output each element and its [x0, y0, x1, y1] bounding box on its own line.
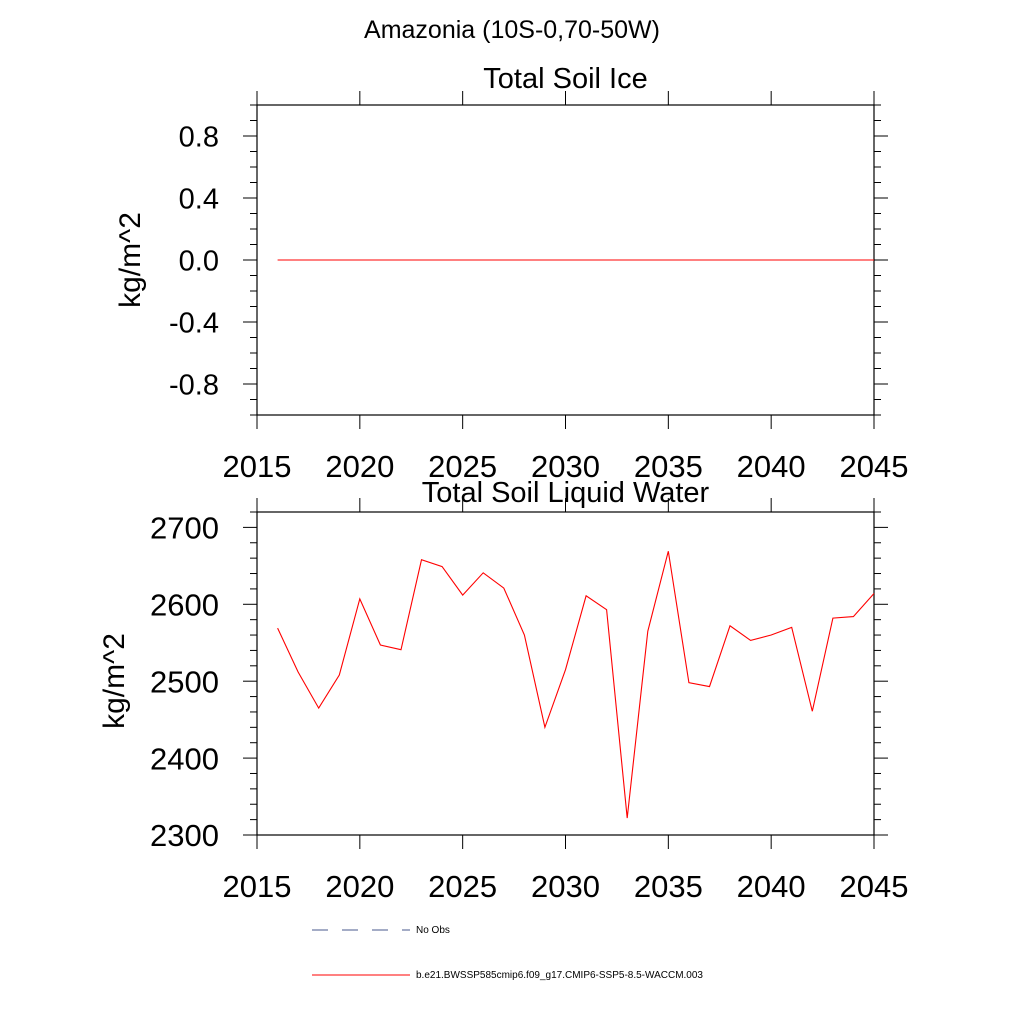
- y-tick-label: 2300: [150, 818, 219, 853]
- x-tick-label: 2040: [737, 869, 806, 904]
- y-tick-label: 2500: [150, 664, 219, 699]
- y-tick-label: 0.4: [179, 183, 219, 215]
- x-tick-label: 2025: [428, 869, 497, 904]
- y-tick-label: 2700: [150, 511, 219, 546]
- x-tick-label: 2045: [840, 449, 909, 484]
- x-tick-label: 2020: [325, 449, 394, 484]
- legend: No Obs b.e21.BWSSP585cmip6.f09_g17.CMIP6-…: [312, 925, 703, 981]
- legend-label-no-obs: No Obs: [416, 925, 450, 936]
- chart-panel-1: Total Soil Ice 2015 2020 2025 2030 2035 2040 20…: [114, 63, 908, 484]
- plot-frame: [256, 511, 875, 836]
- x-tick-label: 2020: [325, 869, 394, 904]
- y-axis-label: kg/m^2: [98, 633, 131, 729]
- chart-title: Total Soil Ice: [483, 63, 647, 95]
- x-tick-label: 2035: [634, 449, 703, 484]
- x-tick-label: 2030: [531, 869, 600, 904]
- legend-label-model: b.e21.BWSSP585cmip6.f09_g17.CMIP6-SSP5-8…: [416, 970, 703, 981]
- x-tick-label: 2030: [531, 449, 600, 484]
- y-tick-label: -0.8: [169, 369, 219, 401]
- y-tick-label: 0.0: [179, 245, 219, 277]
- y-tick-label: 2600: [150, 587, 219, 622]
- x-tick-label: 2045: [840, 869, 909, 904]
- series-line: [277, 551, 875, 819]
- x-tick-label: 2025: [428, 449, 497, 484]
- x-tick-label: 2035: [634, 869, 703, 904]
- x-tick-label: 2015: [223, 449, 292, 484]
- y-tick-label: -0.4: [169, 307, 219, 339]
- y-tick-label: 0.8: [179, 121, 219, 153]
- x-tick-label: 2040: [737, 449, 806, 484]
- x-tick-label: 2015: [223, 869, 292, 904]
- y-tick-label: 2400: [150, 741, 219, 776]
- figure-title: Amazonia (10S-0,70-50W): [364, 16, 660, 44]
- y-axis-label: kg/m^2: [114, 212, 147, 308]
